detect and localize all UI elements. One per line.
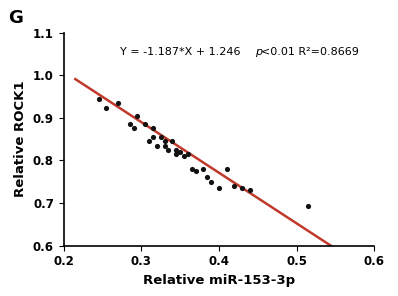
Point	[239, 186, 245, 191]
Text: Y = -1.187*X + 1.246: Y = -1.187*X + 1.246	[119, 47, 244, 57]
Point	[142, 122, 148, 127]
Text: p: p	[255, 47, 262, 57]
Text: G: G	[8, 9, 23, 27]
Point	[150, 126, 156, 131]
Point	[177, 149, 183, 154]
Point	[103, 106, 109, 111]
Point	[173, 147, 179, 152]
Point	[216, 186, 222, 191]
Point	[204, 175, 211, 180]
Point	[173, 152, 179, 156]
Point	[189, 167, 195, 171]
Point	[158, 135, 164, 139]
Point	[127, 122, 133, 127]
Point	[181, 154, 187, 159]
Point	[247, 188, 253, 193]
Point	[208, 179, 215, 184]
Point	[200, 167, 207, 171]
Point	[305, 204, 311, 208]
Point	[169, 139, 176, 144]
Point	[154, 143, 160, 148]
Point	[150, 135, 156, 139]
Point	[115, 101, 121, 105]
Y-axis label: Relative ROCK1: Relative ROCK1	[14, 81, 27, 197]
Point	[185, 152, 191, 156]
Text: <0.01 R²=0.8669: <0.01 R²=0.8669	[261, 47, 359, 57]
Point	[223, 167, 230, 171]
Point	[146, 139, 152, 144]
Point	[162, 139, 168, 144]
Point	[96, 96, 102, 101]
Point	[162, 143, 168, 148]
Point	[165, 147, 172, 152]
Point	[131, 126, 137, 131]
Point	[193, 169, 199, 173]
Point	[134, 113, 140, 118]
X-axis label: Relative miR-153-3p: Relative miR-153-3p	[143, 274, 295, 287]
Point	[231, 184, 238, 188]
